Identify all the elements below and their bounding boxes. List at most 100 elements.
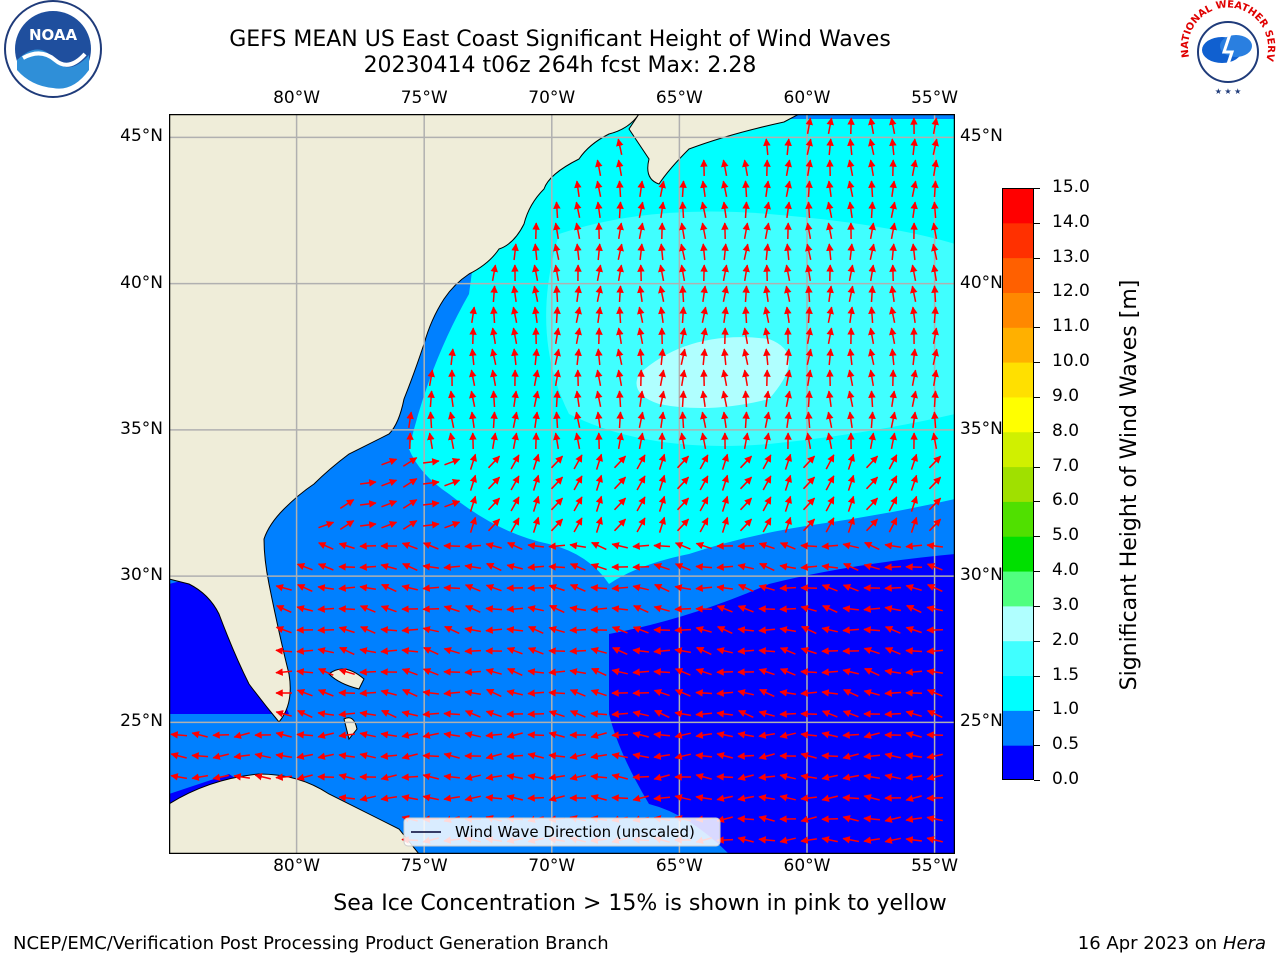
wave-direction-arrow: [527, 731, 545, 739]
wave-direction-arrow: [716, 731, 733, 739]
wave-direction-arrow: [716, 752, 733, 760]
wave-direction-arrow: [884, 836, 901, 844]
wave-direction-arrow: [469, 411, 477, 429]
wave-direction-arrow: [427, 390, 435, 408]
wave-direction-arrow: [528, 626, 544, 634]
wave-direction-arrow: [784, 453, 792, 470]
wave-direction-arrow: [359, 689, 377, 697]
wave-direction-arrow: [653, 563, 670, 571]
wave-direction-arrow: [569, 668, 587, 676]
wave-direction-arrow: [679, 243, 687, 260]
wave-direction-arrow: [296, 731, 314, 739]
wave-direction-arrow: [716, 584, 733, 592]
wave-direction-arrow: [527, 542, 544, 550]
wave-direction-arrow: [847, 285, 855, 302]
wave-direction-arrow: [868, 159, 876, 177]
wave-direction-arrow: [469, 348, 477, 366]
wave-direction-arrow: [842, 731, 860, 739]
wave-direction-arrow: [443, 731, 461, 739]
nws-logo: NATIONAL WEATHER SERVICE ★ ★ ★: [1178, 0, 1276, 98]
noaa-logo-text: NOAA: [29, 26, 78, 44]
wave-direction-arrow: [532, 264, 540, 282]
wave-direction-arrow: [532, 348, 540, 366]
wave-direction-arrow: [742, 327, 750, 345]
wave-direction-arrow: [910, 201, 918, 219]
wave-direction-arrow: [464, 773, 481, 781]
wave-direction-arrow: [721, 453, 729, 470]
wave-direction-arrow: [422, 752, 440, 760]
wave-direction-arrow: [511, 327, 519, 345]
wave-direction-arrow: [658, 348, 666, 366]
wave-direction-arrow: [359, 647, 377, 655]
colorbar-tick-mark: [1034, 640, 1040, 642]
wave-direction-arrow: [595, 201, 603, 219]
colorbar-label: Significant Height of Wind Waves [m]: [1117, 279, 1142, 691]
wave-direction-arrow: [884, 626, 901, 634]
lat-tick-label: 40°N: [960, 272, 1003, 293]
wave-direction-arrow: [511, 243, 519, 261]
wave-direction-arrow: [360, 479, 377, 487]
wave-direction-arrow: [700, 285, 708, 303]
wave-direction-arrow: [863, 689, 880, 697]
wave-direction-arrow: [590, 710, 608, 718]
wave-direction-arrow: [889, 327, 897, 345]
wave-direction-arrow: [926, 773, 943, 781]
wave-direction-arrow: [506, 773, 524, 781]
wave-direction-arrow: [826, 243, 834, 261]
wave-direction-arrow: [595, 516, 603, 533]
wave-direction-arrow: [486, 688, 502, 698]
wave-direction-arrow: [905, 542, 923, 550]
colorbar: [1002, 188, 1034, 780]
wave-direction-arrow: [821, 731, 838, 739]
wave-direction-arrow: [297, 584, 313, 592]
wave-direction-arrow: [527, 794, 545, 802]
wave-direction-arrow: [695, 542, 712, 550]
wave-direction-arrow: [801, 625, 817, 635]
map-gridlines: [169, 114, 955, 854]
wave-direction-arrow: [825, 517, 835, 533]
wave-direction-arrow: [847, 369, 855, 387]
wave-direction-arrow: [674, 689, 691, 697]
wave-direction-arrow: [842, 752, 859, 760]
wave-direction-arrow: [510, 475, 520, 491]
wave-direction-arrow: [360, 500, 377, 508]
wave-direction-arrow: [889, 243, 897, 261]
wave-direction-arrow: [616, 327, 624, 345]
wave-direction-arrow: [632, 542, 650, 550]
wave-direction-arrow: [532, 369, 540, 387]
wave-direction-arrow: [910, 411, 918, 429]
lon-tick-label: 75°W: [400, 856, 448, 876]
wave-direction-arrow: [658, 201, 666, 219]
wave-direction-arrow: [737, 689, 754, 697]
wave-direction-arrow: [805, 159, 813, 177]
wave-direction-arrow: [574, 180, 582, 198]
wave-direction-arrow: [548, 689, 566, 697]
wave-direction-arrow: [595, 285, 603, 302]
wave-direction-arrow: [863, 647, 880, 655]
wave-direction-arrow: [805, 180, 813, 198]
wave-direction-arrow: [721, 474, 729, 491]
wave-direction-arrow: [553, 306, 561, 324]
wave-direction-arrow: [653, 542, 671, 550]
wave-direction-arrow: [863, 815, 881, 823]
wave-direction-arrow: [905, 773, 922, 781]
wave-direction-arrow: [906, 604, 922, 614]
wave-direction-arrow: [170, 773, 188, 781]
wave-direction-arrow: [821, 752, 839, 760]
wave-direction-arrow: [700, 243, 708, 261]
wave-direction-arrow: [443, 563, 461, 571]
wave-direction-arrow: [779, 563, 797, 571]
wave-direction-arrow: [402, 457, 418, 467]
wave-direction-arrow: [884, 542, 902, 550]
wave-direction-arrow: [632, 752, 650, 760]
wave-direction-arrow: [739, 455, 753, 469]
wave-direction-arrow: [674, 668, 691, 676]
wave-direction-arrow: [717, 626, 733, 634]
wave-direction-arrow: [826, 201, 834, 218]
wave-direction-arrow: [716, 563, 734, 571]
colorbar-segment: [1002, 466, 1034, 502]
wave-direction-arrow: [469, 495, 477, 512]
wave-direction-arrow: [380, 563, 397, 571]
wave-direction-arrow: [700, 180, 708, 198]
wave-direction-arrow: [805, 327, 813, 345]
